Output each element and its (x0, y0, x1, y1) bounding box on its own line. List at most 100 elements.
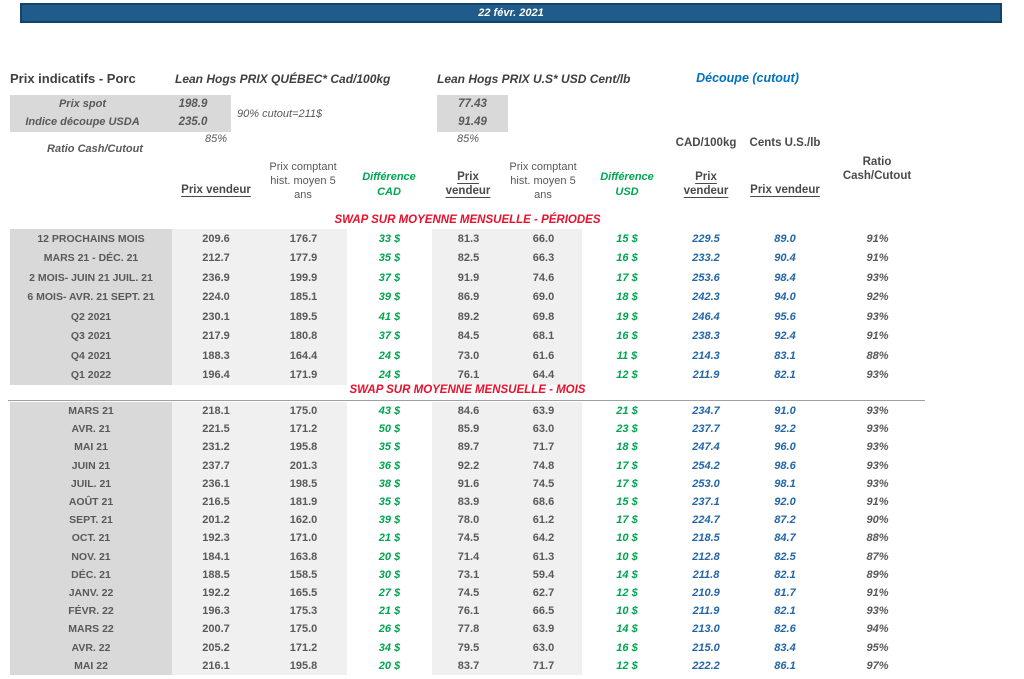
cutout-us-cell: 98.4 (774, 271, 796, 284)
cutout-us-cell: 82.6 (774, 623, 796, 636)
prix-vendeur-cad-cell: 217.9 (172, 326, 260, 346)
prix-vendeur-cad-cell: 218.1 (172, 402, 260, 421)
ratio-cell: 93% (866, 271, 889, 284)
prix-vendeur-cutout-cad-header: Prix vendeur (683, 171, 729, 197)
prix-comptant-cad-cell: 158.5 (260, 565, 347, 584)
cutout-us-cell: 98.1 (774, 477, 796, 490)
ratio-cell: 93% (866, 605, 889, 618)
ratio-cell: 88% (866, 532, 889, 545)
prix-vendeur-usd-cell: 81.3 (432, 229, 505, 249)
prix-vendeur-cad-header: Prix vendeur (181, 184, 251, 196)
row-label: JUIL. 21 (10, 474, 172, 493)
page-title: Prix indicatifs - Porc (10, 71, 136, 86)
prix-comptant-usd-cell: 66.3 (505, 248, 582, 268)
ratio-cell: 88% (866, 349, 889, 362)
difference-cad-cell: 24 $ (378, 349, 401, 362)
ratio-cell: 91% (866, 586, 889, 599)
prix-comptant-cad-cell: 164.4 (260, 346, 347, 366)
prix-vendeur-usd-cell: 83.9 (432, 492, 505, 512)
table-row: MARS 22 200.7 175.0 26 $ 77.8 63.9 14 $ 213.0 82… (10, 620, 925, 639)
ratio-cell: 93% (866, 441, 889, 454)
prix-comptant-usd-cell: 66.5 (505, 602, 582, 621)
prix-comptant-cad-cell: 198.5 (260, 474, 347, 493)
row-label: MAI 22 (10, 656, 172, 675)
ratio-cell: 93% (866, 369, 889, 382)
date-text: 22 févr. 2021 (478, 7, 544, 19)
difference-usd-cell: 17 $ (616, 271, 638, 284)
difference-usd-cell: 17 $ (616, 514, 638, 527)
difference-cad-cell: 26 $ (378, 623, 401, 636)
prix-vendeur-usd-cell: 91.9 (432, 268, 505, 288)
difference-cad-cell: 36 $ (378, 459, 401, 472)
row-label: AVR. 21 (10, 420, 172, 439)
difference-usd-cell: 12 $ (616, 369, 638, 382)
row-label: DÉC. 21 (10, 565, 172, 584)
cutout-us-cell: 87.2 (774, 514, 796, 527)
difference-cad-cell: 21 $ (378, 605, 401, 618)
table-row: MAI 21 231.2 195.8 35 $ 89.7 71.7 18 $ 247.4 96.… (10, 438, 925, 457)
table-row: AVR. 21 221.5 171.2 50 $ 85.9 63.0 23 $ 237.7 92… (10, 420, 925, 439)
table-row: 2 MOIS- JUIN 21 JUIL. 21 236.9 199.9 37 $ 91… (10, 268, 925, 288)
difference-usd-cell: 10 $ (616, 605, 638, 618)
usda-usd-value: 91.49 (458, 116, 487, 128)
row-label: MARS 22 (10, 620, 172, 639)
cutout-us-cell: 83.4 (774, 641, 796, 654)
prix-vendeur-usd-cell: 83.7 (432, 656, 505, 675)
prix-comptant-usd-cell: 69.0 (505, 287, 582, 307)
row-label: 12 PROCHAINS MOIS (10, 229, 172, 249)
prix-vendeur-usd-cell: 73.0 (432, 346, 505, 366)
cutout-us-cell: 86.1 (774, 659, 796, 672)
cutout-cad-cell: 229.5 (692, 232, 720, 245)
cutout-us-cell: 96.0 (774, 441, 796, 454)
spot-box-usd: 77.43 91.49 (437, 95, 508, 132)
ratio-cell: 93% (866, 310, 889, 323)
difference-usd-cell: 18 $ (616, 441, 638, 454)
prix-comptant-usd-cell: 63.9 (505, 620, 582, 639)
prix-comptant-cad-cell: 176.7 (260, 229, 347, 249)
row-label: Q1 2022 (10, 365, 172, 385)
prix-vendeur-usd-cell: 82.5 (432, 248, 505, 268)
cutout-cad-cell: 212.8 (692, 550, 720, 563)
cutout-us-cell: 98.6 (774, 459, 796, 472)
section-header-periodes: SWAP SUR MOYENNE MENSUELLE - PÉRIODES (334, 214, 601, 226)
table-row: SEPT. 21 201.2 162.0 39 $ 78.0 61.2 17 $ 224.7 8… (10, 511, 925, 530)
row-label: AOÛT 21 (10, 492, 172, 512)
cutout-cad-cell: 213.0 (692, 623, 720, 636)
difference-cad-cell: 20 $ (378, 550, 401, 563)
prix-vendeur-usd-cell: 76.1 (432, 602, 505, 621)
prix-vendeur-cad-cell: 216.5 (172, 492, 260, 512)
difference-cad-cell: 20 $ (378, 659, 401, 672)
ratio-column-header: Ratio Cash/Cutout (842, 156, 912, 182)
prix-comptant-cad-cell: 165.5 (260, 583, 347, 603)
table-row: JUIL. 21 236.1 198.5 38 $ 91.6 74.5 17 $ 253.0 9… (10, 474, 925, 493)
row-label: AVR. 22 (10, 638, 172, 657)
spot-usd-value: 77.43 (458, 98, 487, 110)
difference-cad-cell: 41 $ (378, 310, 401, 323)
prix-vendeur-cad-cell: 237.7 (172, 456, 260, 475)
cutout-cad-cell: 218.5 (692, 532, 720, 545)
cutout-cad-cell: 238.3 (692, 330, 720, 343)
cutout-us-cell: 90.4 (774, 252, 796, 265)
ratio-cell: 93% (866, 405, 889, 418)
cutout-cad-cell: 253.0 (692, 477, 720, 490)
prix-comptant-usd-cell: 74.5 (505, 474, 582, 493)
row-label: OCT. 21 (10, 529, 172, 548)
row-label: MARS 21 - DÉC. 21 (10, 248, 172, 268)
row-label: MARS 21 (10, 402, 172, 421)
cad-unit-header: CAD/100kg (675, 137, 737, 149)
difference-cad-cell: 37 $ (378, 330, 401, 343)
prix-comptant-cad-cell: 171.2 (260, 420, 347, 439)
cutout-cad-cell: 233.2 (692, 252, 720, 265)
difference-cad-cell: 35 $ (378, 252, 401, 265)
ratio-cell: 91% (866, 232, 889, 245)
ratio-usd-value: 85% (456, 133, 480, 145)
table-row: FÉVR. 22 196.3 175.3 21 $ 76.1 66.5 10 $ 211.9 8… (10, 602, 925, 621)
prix-comptant-usd-cell: 64.2 (505, 529, 582, 548)
ratio-cell: 91% (866, 496, 889, 509)
cutout-cad-cell: 254.2 (692, 459, 720, 472)
difference-usd-cell: 12 $ (616, 659, 638, 672)
prix-vendeur-cad-cell: 209.6 (172, 229, 260, 249)
prix-comptant-cad-cell: 171.9 (260, 365, 347, 385)
difference-cad-cell: 21 $ (378, 532, 401, 545)
